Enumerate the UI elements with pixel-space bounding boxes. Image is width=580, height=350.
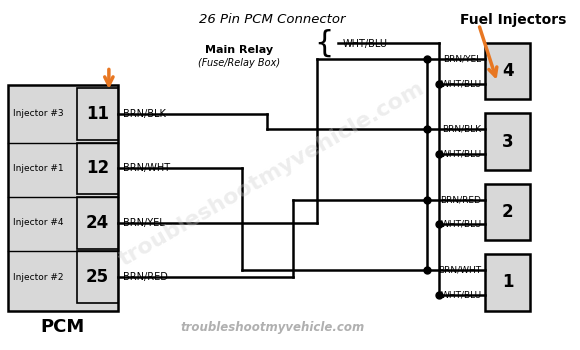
Text: Injector #4: Injector #4 bbox=[13, 218, 64, 227]
Bar bbox=[77, 197, 118, 248]
Text: {: { bbox=[314, 29, 333, 57]
Text: Main Relay: Main Relay bbox=[205, 45, 273, 55]
Text: 26 Pin PCM Connector: 26 Pin PCM Connector bbox=[199, 13, 346, 26]
Text: 24: 24 bbox=[86, 214, 109, 232]
Bar bbox=[485, 43, 530, 99]
Text: troubleshootmyvehicle.com: troubleshootmyvehicle.com bbox=[180, 321, 364, 334]
Bar bbox=[485, 254, 530, 310]
Text: BRN/BLK: BRN/BLK bbox=[443, 125, 481, 134]
Text: Injector #3: Injector #3 bbox=[13, 110, 64, 118]
Text: BRN/WHT: BRN/WHT bbox=[123, 163, 170, 173]
Text: 12: 12 bbox=[86, 159, 109, 177]
Bar bbox=[77, 88, 118, 140]
Text: 2: 2 bbox=[502, 203, 513, 221]
Text: 11: 11 bbox=[86, 105, 109, 123]
Bar bbox=[485, 184, 530, 240]
Text: WHT/BLU: WHT/BLU bbox=[440, 79, 481, 88]
Text: BRN/RED: BRN/RED bbox=[123, 272, 168, 282]
Bar bbox=[485, 113, 530, 170]
Text: BRN/RED: BRN/RED bbox=[441, 195, 481, 204]
Text: BRN/YEL: BRN/YEL bbox=[123, 218, 165, 228]
Text: troubleshootmyvehicle.com: troubleshootmyvehicle.com bbox=[116, 78, 429, 271]
Text: WHT/BLU: WHT/BLU bbox=[440, 220, 481, 229]
Text: PCM: PCM bbox=[41, 318, 85, 336]
Text: BRN/BLK: BRN/BLK bbox=[123, 109, 166, 119]
Text: 3: 3 bbox=[502, 133, 513, 150]
Text: WHT/BLU: WHT/BLU bbox=[343, 39, 387, 49]
Text: BRN/WHT: BRN/WHT bbox=[438, 266, 481, 274]
Text: WHT/BLU: WHT/BLU bbox=[440, 290, 481, 299]
Bar bbox=[77, 142, 118, 194]
Bar bbox=[8, 85, 118, 310]
Text: (Fuse/Relay Box): (Fuse/Relay Box) bbox=[198, 58, 280, 68]
Bar bbox=[77, 251, 118, 303]
Text: 25: 25 bbox=[86, 268, 109, 286]
Text: Fuel Injectors: Fuel Injectors bbox=[460, 13, 566, 27]
Text: BRN/YEL: BRN/YEL bbox=[443, 54, 481, 63]
Text: WHT/BLU: WHT/BLU bbox=[440, 149, 481, 159]
Text: 4: 4 bbox=[502, 62, 513, 80]
Text: 1: 1 bbox=[502, 273, 513, 292]
Text: Injector #1: Injector #1 bbox=[13, 164, 64, 173]
Text: Injector #2: Injector #2 bbox=[13, 273, 64, 282]
